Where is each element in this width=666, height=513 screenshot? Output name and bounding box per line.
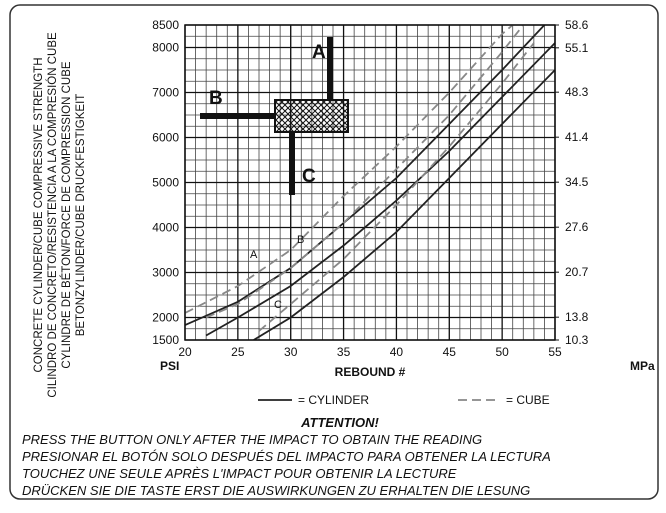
cylinder-curve (205, 42, 555, 337)
x-tick-label: 35 (337, 345, 351, 359)
attention-line: PRESS THE BUTTON ONLY AFTER THE IMPACT T… (22, 432, 482, 447)
cylinder-curve (185, 25, 546, 326)
y2-tick-label: 55.1 (565, 41, 589, 55)
y-label: CONCRETE CYLINDER/CUBE COMPRESSIVE STREN… (33, 32, 87, 398)
y-label-line: CONCRETE CYLINDER/CUBE COMPRESSIVE STREN… (33, 57, 45, 372)
attention-line: DRÜCKEN SIE DIE TASTE ERST DIE AUSWIRKUN… (22, 483, 530, 498)
curve-label: B (297, 234, 304, 246)
diagram-label: A (312, 42, 326, 63)
y2-tick-label: 10.3 (565, 333, 589, 347)
legend-label: = CYLINDER (298, 393, 369, 407)
bar-c (289, 132, 295, 195)
diagram-label: B (209, 88, 223, 109)
y2-tick-label: 48.3 (565, 85, 589, 99)
diagram-label: C (302, 166, 316, 187)
x-tick-label: 30 (284, 345, 298, 359)
y2-axis-unit: MPa (630, 359, 655, 373)
hatched-block (274, 99, 349, 133)
x-tick-label: 45 (443, 345, 457, 359)
x-tick-label: 55 (548, 345, 562, 359)
x-tick-label: 25 (231, 345, 245, 359)
y2-tick-label: 34.5 (565, 175, 589, 189)
y-label-line: CILINDRO DE CONCRETO/RESISTENCIA A LA CO… (46, 32, 59, 398)
attention-line: PRESIONAR EL BOTÓN SOLO DESPUÉS DEL IMPA… (22, 449, 551, 464)
frame (9, 4, 659, 500)
y-tick-label: 3000 (152, 266, 179, 280)
y-tick-label: 7000 (152, 86, 179, 100)
curves (185, 25, 555, 340)
bar-b (200, 113, 275, 119)
x-tick-label: 20 (178, 345, 192, 359)
y2-tick-label: 58.6 (565, 18, 589, 32)
y-tick-label: 1500 (152, 333, 179, 347)
attention-line: TOUCHEZ UNE SEULE APRÈS L'IMPACT POUR OB… (22, 466, 457, 481)
bar-a (327, 37, 333, 100)
curve-label: C (274, 299, 282, 311)
attention-title: ATTENTION! (300, 415, 379, 430)
cube-curve (258, 42, 535, 332)
y-tick-label: 6000 (152, 131, 179, 145)
y2-tick-label: 41.4 (565, 130, 589, 144)
x-tick-label: 50 (495, 345, 509, 359)
cube-curve (205, 25, 525, 319)
y-tick-label: 8000 (152, 41, 179, 55)
y-tick-label: 2000 (152, 311, 179, 325)
curve-label: A (250, 249, 258, 261)
legend: = CYLINDER = CUBE (258, 393, 550, 407)
y-label-line: BETONZYLINDER/CUBE DRUCKFESTIGKEIT (75, 94, 87, 337)
y-label-line: CYLINDRE DE BÉTON/FORCE DE COMPRESSION C… (60, 61, 73, 368)
diagram: A B C (200, 37, 349, 195)
y-tick-label: 4000 (152, 221, 179, 235)
cylinder-curve (253, 69, 555, 340)
y2-tick-label: 13.8 (565, 310, 589, 324)
y2-tick-label: 27.6 (565, 220, 589, 234)
legend-label: = CUBE (506, 393, 550, 407)
x-axis-label: REBOUND # (335, 365, 406, 379)
y2-tick-label: 20.7 (565, 265, 589, 279)
cube-curve (185, 25, 514, 314)
y-axis-unit: PSI (160, 359, 179, 373)
y-tick-label: 5000 (152, 176, 179, 190)
y-tick-label: 8500 (152, 18, 179, 32)
x-tick-label: 40 (390, 345, 404, 359)
